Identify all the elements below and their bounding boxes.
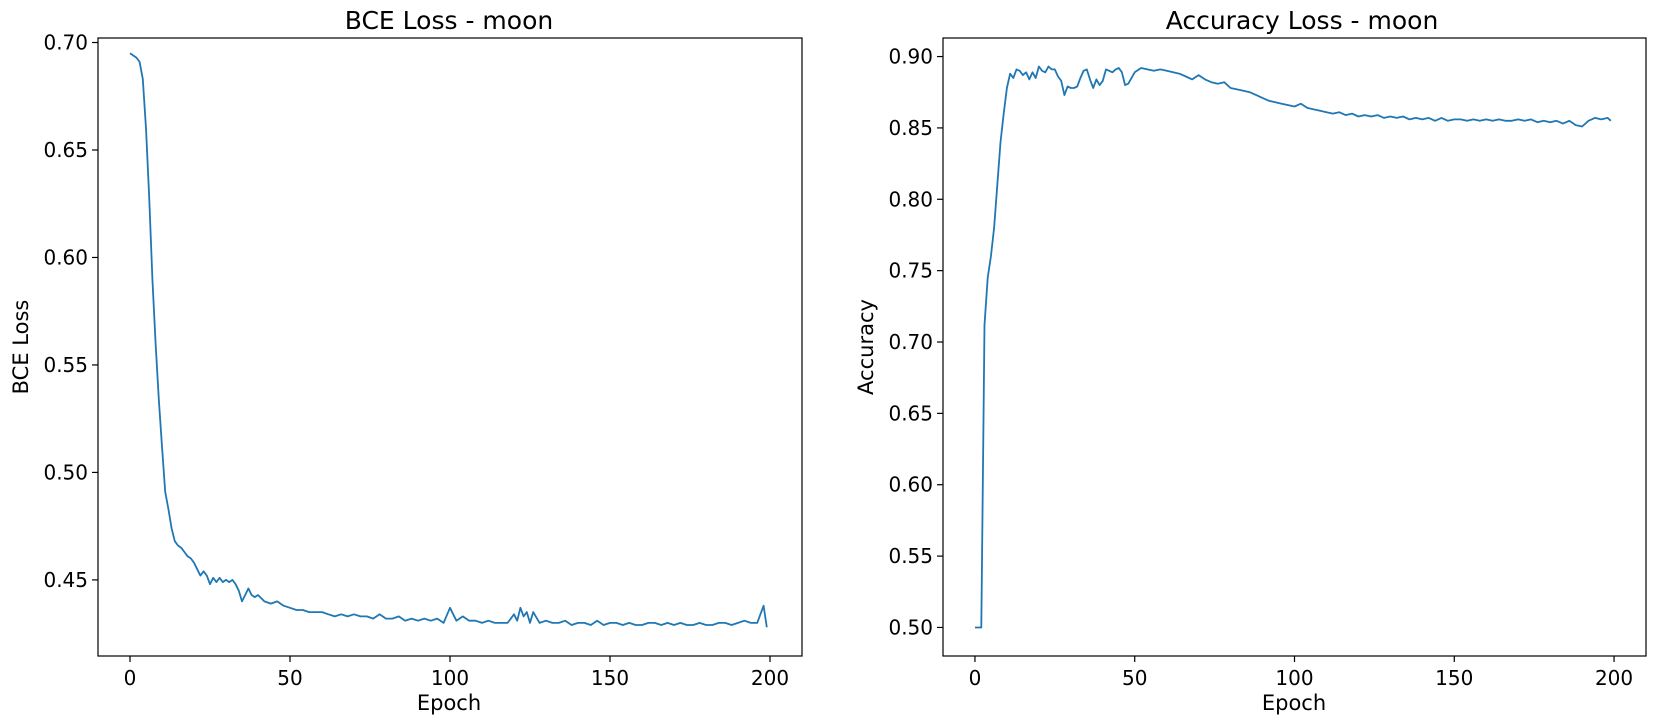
y-tick-label: 0.80 bbox=[888, 187, 933, 211]
y-tick-label: 0.75 bbox=[888, 259, 933, 283]
chart-title: BCE Loss - moon bbox=[345, 6, 553, 35]
series-layer bbox=[975, 65, 1612, 629]
y-tick-label: 0.85 bbox=[888, 116, 933, 140]
x-tick-label: 50 bbox=[277, 666, 302, 690]
x-axis-label: Epoch bbox=[417, 691, 481, 715]
x-tick-label: 100 bbox=[1275, 666, 1313, 690]
tick-layer: 0 50 100 150 200 0.50 0.55 0.60 0.65 0.70 0.75 0.80… bbox=[888, 45, 1633, 690]
accuracy-chart: Accuracy Loss - moon Epoch Accuracy 0 50 1… bbox=[854, 6, 1647, 715]
x-tick-label: 150 bbox=[591, 666, 629, 690]
y-tick-label: 0.60 bbox=[43, 245, 88, 269]
y-axis-label: BCE Loss bbox=[9, 300, 33, 395]
y-axis-label: Accuracy bbox=[854, 299, 878, 395]
x-tick-label: 50 bbox=[1122, 666, 1147, 690]
x-tick-label: 0 bbox=[969, 666, 982, 690]
series-line bbox=[129, 52, 768, 628]
y-tick-label: 0.45 bbox=[43, 568, 88, 592]
x-tick-label: 100 bbox=[431, 666, 469, 690]
y-tick-label: 0.50 bbox=[43, 460, 88, 484]
chart-title: Accuracy Loss - moon bbox=[1166, 6, 1439, 35]
x-axis-label: Epoch bbox=[1262, 691, 1326, 715]
x-tick-label: 150 bbox=[1435, 666, 1473, 690]
tick-layer: 0 50 100 150 200 0.45 0.50 0.55 0.60 0.65 0.70 bbox=[43, 31, 789, 690]
y-tick-label: 0.70 bbox=[888, 330, 933, 354]
series-line bbox=[975, 65, 1612, 629]
y-tick-label: 0.65 bbox=[43, 138, 88, 162]
y-tick-label: 0.55 bbox=[43, 353, 88, 377]
bce-loss-chart: BCE Loss - moon Epoch BCE Loss 0 50 100 150… bbox=[9, 6, 803, 715]
y-tick-label: 0.90 bbox=[888, 45, 933, 69]
plot-frame bbox=[942, 37, 1647, 657]
x-tick-label: 200 bbox=[1595, 666, 1633, 690]
series-layer bbox=[129, 52, 768, 628]
y-tick-label: 0.55 bbox=[888, 544, 933, 568]
y-tick-label: 0.60 bbox=[888, 473, 933, 497]
x-tick-label: 0 bbox=[124, 666, 137, 690]
plot-frame bbox=[97, 37, 803, 657]
y-tick-label: 0.70 bbox=[43, 31, 88, 55]
y-tick-label: 0.65 bbox=[888, 401, 933, 425]
y-tick-label: 0.50 bbox=[888, 615, 933, 639]
x-tick-label: 200 bbox=[751, 666, 789, 690]
